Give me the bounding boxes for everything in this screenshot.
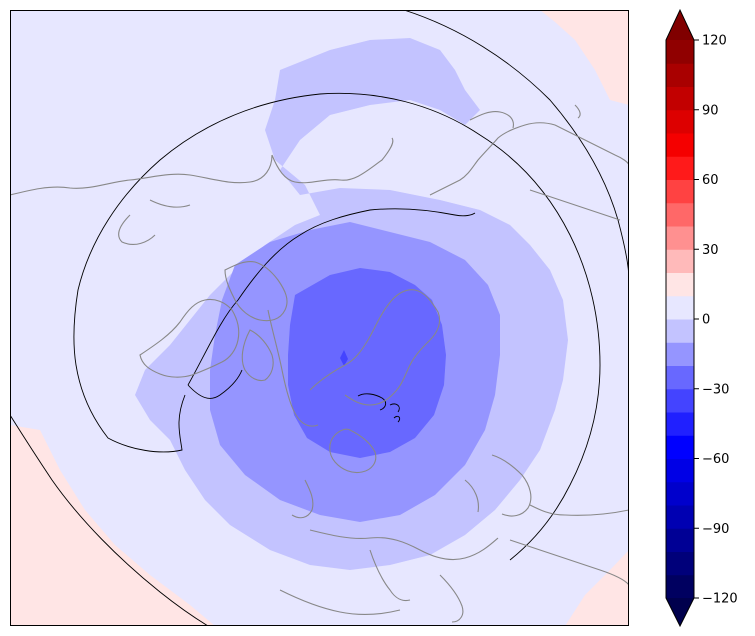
coastlines <box>9 104 630 623</box>
colorbar-band <box>666 272 694 297</box>
colorbar-band <box>666 109 694 134</box>
colorbar-band <box>666 435 694 459</box>
colorbar-extend-min <box>666 598 694 626</box>
colorbar-band <box>666 458 694 483</box>
coastline-siberia-alaska <box>429 104 630 221</box>
colorbar: −120 −90 −60 −30 0 30 60 90 120 <box>660 8 755 628</box>
region-corner-top-right <box>540 10 629 105</box>
contour-inner <box>73 92 601 561</box>
colorbar-band <box>666 40 694 64</box>
region-corner-bottom-left <box>10 425 215 626</box>
colorbar-band <box>666 179 694 204</box>
contour-outer <box>9 9 630 627</box>
colorbar-band <box>666 156 694 180</box>
colorbar-band <box>666 63 694 87</box>
map-frame <box>10 10 629 626</box>
colorbar-band <box>666 574 694 599</box>
coastline-scandinavia <box>291 428 377 519</box>
colorbar-tick-label: −60 <box>702 452 729 467</box>
region-core <box>288 268 446 458</box>
colorbar-band <box>666 319 694 343</box>
coastline-asia-east <box>464 454 630 586</box>
coastline-greenland <box>139 298 240 378</box>
colorbar-band <box>666 528 694 552</box>
colorbar-bands <box>666 40 694 599</box>
colorbar-band <box>666 202 694 227</box>
coastline-canada-arctic <box>224 261 319 427</box>
colorbar-band <box>666 342 694 366</box>
colorbar-tick-label: 60 <box>702 173 719 188</box>
colorbar-band <box>666 133 694 157</box>
colorbar-band <box>666 388 694 413</box>
colorbar-band <box>666 226 694 250</box>
contour-lines <box>9 9 630 627</box>
colorbar-band <box>666 481 694 506</box>
coastline-eurasia-north <box>309 289 441 406</box>
region-pole-spot <box>340 350 348 366</box>
coastline-europe <box>279 529 499 623</box>
contour-pole <box>357 393 401 423</box>
colorbar-svg: −120 −90 −60 −30 0 30 60 90 120 <box>665 8 738 628</box>
colorbar-tick-label: −90 <box>702 522 729 537</box>
region-corner-bottom-right <box>565 550 629 626</box>
colorbar-tick-label: −30 <box>702 382 729 397</box>
contour-polar <box>187 208 476 399</box>
colorbar-band <box>666 249 694 273</box>
colorbar-tick-label: 90 <box>702 103 719 118</box>
colorbar-extend-max <box>666 10 694 40</box>
colorbar-tick-label: 120 <box>702 34 727 49</box>
colorbar-band <box>666 505 694 529</box>
colorbar-tick-label: −120 <box>702 592 738 607</box>
colorbar-band <box>666 551 694 576</box>
colorbar-band <box>666 295 694 320</box>
colorbar-tick-label: 30 <box>702 243 719 258</box>
colorbar-tick-label: 0 <box>702 313 710 328</box>
coastline-north-america <box>9 137 394 245</box>
colorbar-band <box>666 365 694 390</box>
polar-map <box>9 9 630 627</box>
colorbar-band <box>666 86 694 111</box>
map-svg <box>9 9 630 627</box>
colorbar-ticks: −120 −90 −60 −30 0 30 60 90 120 <box>694 34 738 607</box>
colorbar-band <box>666 412 694 436</box>
